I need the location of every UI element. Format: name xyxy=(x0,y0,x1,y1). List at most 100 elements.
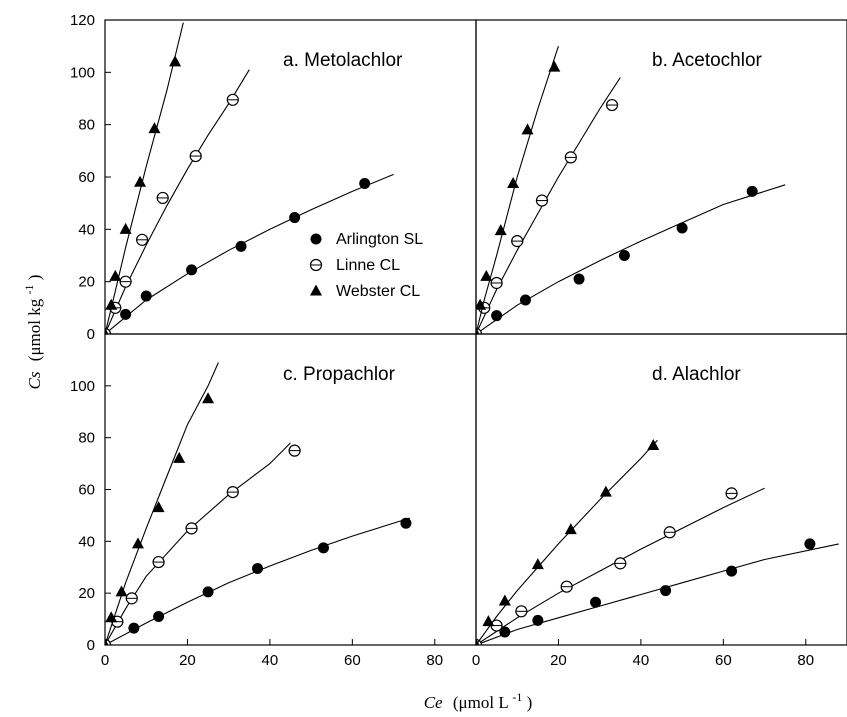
data-point xyxy=(498,594,511,606)
x-tick-label: 60 xyxy=(344,652,361,669)
data-point xyxy=(120,308,132,320)
fit-line xyxy=(105,442,291,645)
legend-marker xyxy=(310,233,322,245)
legend-label: Webster CL xyxy=(336,283,420,300)
panel-3: 0 20 40 60 80 100 0 20 40 60 80 c. Propachlor xyxy=(70,333,477,669)
data-point xyxy=(476,327,480,334)
x-tick-label: 40 xyxy=(262,652,279,669)
fit-line xyxy=(105,173,394,334)
y-tick-label: 100 xyxy=(70,378,95,395)
data-point xyxy=(156,191,169,205)
data-point xyxy=(490,276,503,290)
data-point xyxy=(519,294,531,306)
data-point xyxy=(140,290,152,302)
series-webster-cl xyxy=(105,362,219,645)
data-point xyxy=(535,194,549,207)
data-point xyxy=(560,580,573,593)
series-linne-cl xyxy=(105,69,250,334)
series-webster-cl xyxy=(105,22,184,334)
panel-4: 0 20 40 60 80 d. Alachlor xyxy=(472,333,847,669)
data-point xyxy=(647,438,660,450)
data-point xyxy=(128,622,140,634)
data-point xyxy=(482,615,495,627)
data-point xyxy=(564,523,577,535)
data-point xyxy=(564,151,577,164)
data-point xyxy=(511,235,524,248)
legend-entry: Webster CL xyxy=(310,283,420,300)
data-point xyxy=(289,212,301,224)
legend-entry: Arlington SL xyxy=(310,231,423,248)
data-point xyxy=(202,586,214,598)
x-tick-label: 80 xyxy=(426,652,443,669)
y-tick-label: 80 xyxy=(78,117,95,134)
data-point xyxy=(804,538,816,550)
data-point xyxy=(614,557,627,570)
x-tick-label: 40 xyxy=(633,652,650,669)
data-point xyxy=(134,175,147,187)
data-point xyxy=(521,123,534,135)
y-tick-label: 60 xyxy=(78,169,95,186)
data-point xyxy=(573,273,585,285)
data-point xyxy=(152,501,165,513)
data-point xyxy=(105,327,109,334)
data-point xyxy=(359,178,371,190)
data-point xyxy=(599,485,612,497)
panel-1: 0 20 40 60 80 100 120 a. Metolachlor xyxy=(70,12,477,343)
fit-line xyxy=(476,77,621,334)
series-arlington-sl xyxy=(476,184,786,334)
x-tick-label: 20 xyxy=(550,652,567,669)
y-tick-label: 100 xyxy=(70,64,95,81)
panel-title: c. Propachlor xyxy=(283,364,396,385)
fit-line xyxy=(476,184,786,334)
x-tick-label: 0 xyxy=(472,652,480,669)
data-point xyxy=(476,638,480,645)
data-point xyxy=(480,269,493,281)
data-point xyxy=(663,526,676,539)
y-axis-label-main: Cs xyxy=(25,371,44,389)
y-tick-label: 20 xyxy=(78,274,95,291)
x-axis-label-unit: (μmol L xyxy=(453,693,508,712)
fit-line xyxy=(476,543,839,645)
x-axis-label-exp: -1 xyxy=(512,690,522,704)
data-point xyxy=(490,619,503,632)
data-point xyxy=(119,222,132,234)
x-axis-label-main: Ce xyxy=(424,693,443,712)
data-point xyxy=(235,240,247,252)
panel-frame xyxy=(475,333,847,646)
y-tick-label: 0 xyxy=(87,637,95,654)
x-axis-label: Ce (μmol L -1 ) xyxy=(424,686,533,712)
data-point xyxy=(186,264,198,276)
y-axis-label-close: ) xyxy=(25,275,44,281)
y-tick-label: 40 xyxy=(78,221,95,238)
data-point xyxy=(548,60,561,72)
data-point xyxy=(494,224,507,236)
data-point xyxy=(202,392,215,404)
fit-line xyxy=(476,46,559,334)
x-tick-label: 0 xyxy=(101,652,109,669)
fit-line xyxy=(105,362,219,645)
data-point xyxy=(105,611,118,623)
data-point xyxy=(288,444,301,457)
data-point xyxy=(476,298,487,310)
y-tick-label: 60 xyxy=(78,482,95,499)
y-tick-label: 0 xyxy=(87,326,95,343)
data-point xyxy=(515,605,528,618)
data-point xyxy=(119,275,132,288)
y-axis-label: Cs (μmol kg -1 ) xyxy=(18,275,44,390)
legend-label: Linne CL xyxy=(336,257,400,274)
x-tick-label: 80 xyxy=(797,652,814,669)
data-point xyxy=(317,542,329,554)
data-point xyxy=(226,93,239,106)
data-point xyxy=(531,558,544,570)
panel-2: b. Acetochlor xyxy=(475,19,847,335)
data-point xyxy=(153,610,165,622)
legend-label: Arlington SL xyxy=(336,231,423,248)
data-point xyxy=(491,310,503,322)
y-tick-label: 80 xyxy=(78,430,95,447)
y-axis-label-exp: -1 xyxy=(22,284,36,294)
data-point xyxy=(660,585,672,597)
data-point xyxy=(169,55,182,67)
data-point xyxy=(726,565,738,577)
fit-line xyxy=(105,517,411,645)
